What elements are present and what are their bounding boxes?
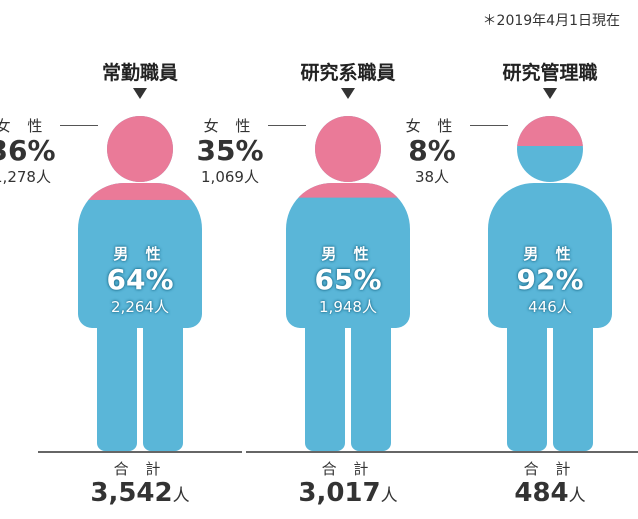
total-unit: 人: [568, 486, 586, 506]
total-value: 3,017人: [258, 478, 438, 508]
female-leader-line: [470, 125, 508, 126]
down-arrow-icon: [543, 88, 557, 99]
pictogram-group-full-time-staff: 常勤職員 女 性 36% 1,278人 男 性 64% 2,264人 合 計 3…: [0, 0, 242, 519]
total-value: 484人: [460, 478, 638, 508]
female-count: 1,278人: [0, 168, 51, 186]
person-figure: [78, 116, 202, 451]
male-count: 446人: [528, 298, 572, 316]
total-unit: 人: [172, 486, 190, 506]
baseline: [246, 451, 450, 453]
male-label: 男 性: [321, 245, 375, 263]
female-label: 女 性: [203, 117, 257, 135]
female-leader-line: [60, 125, 98, 126]
total-number: 3,542: [90, 478, 173, 508]
total-number: 484: [514, 478, 569, 508]
total-value: 3,542人: [50, 478, 230, 508]
total-number: 3,017: [298, 478, 381, 508]
person-figure: [286, 116, 410, 451]
group-title: 研究系職員: [300, 62, 396, 84]
female-count: 1,069人: [201, 168, 259, 186]
group-title: 常勤職員: [101, 62, 178, 84]
total-label: 合 計: [113, 460, 167, 478]
female-stats: 女 性 36% 1,278人: [0, 115, 62, 187]
as-of-date-note: ＊2019年4月1日現在: [482, 13, 620, 29]
down-arrow-icon: [341, 88, 355, 99]
female-leader-line: [268, 125, 306, 126]
female-percent: 8%: [408, 134, 456, 167]
male-percent: 64%: [106, 263, 174, 296]
total-label: 合 計: [523, 460, 577, 478]
baseline: [448, 451, 638, 453]
male-label: 男 性: [113, 245, 167, 263]
male-count: 2,264人: [111, 298, 169, 316]
baseline: [38, 451, 242, 453]
total-label: 合 計: [321, 460, 375, 478]
male-count: 1,948人: [319, 298, 377, 316]
pictogram-group-research-managers: 研究管理職 女 性 8% 38人 男 性 92% 446人 合 計 484人: [406, 0, 638, 519]
female-percent: 35%: [196, 134, 264, 167]
female-percent: 36%: [0, 134, 56, 167]
female-stats: 女 性 35% 1,069人: [190, 115, 270, 187]
female-stats: 女 性 8% 38人: [392, 115, 472, 187]
male-percent: 92%: [516, 263, 584, 296]
female-label: 女 性: [0, 117, 49, 135]
male-stats: 男 性 65% 1,948人: [258, 243, 438, 317]
male-label: 男 性: [523, 245, 577, 263]
down-arrow-icon: [133, 88, 147, 99]
female-portion: [488, 116, 612, 146]
female-count: 38人: [414, 168, 450, 186]
group-title: 研究管理職: [502, 62, 598, 84]
person-figure: [488, 116, 612, 451]
pictogram-group-research-staff: 研究系職員 女 性 35% 1,069人 男 性 65% 1,948人 合 計 …: [196, 0, 450, 519]
total-unit: 人: [380, 486, 398, 506]
male-stats: 男 性 92% 446人: [460, 243, 638, 317]
male-percent: 65%: [314, 263, 382, 296]
male-stats: 男 性 64% 2,264人: [50, 243, 230, 317]
female-label: 女 性: [405, 117, 459, 135]
